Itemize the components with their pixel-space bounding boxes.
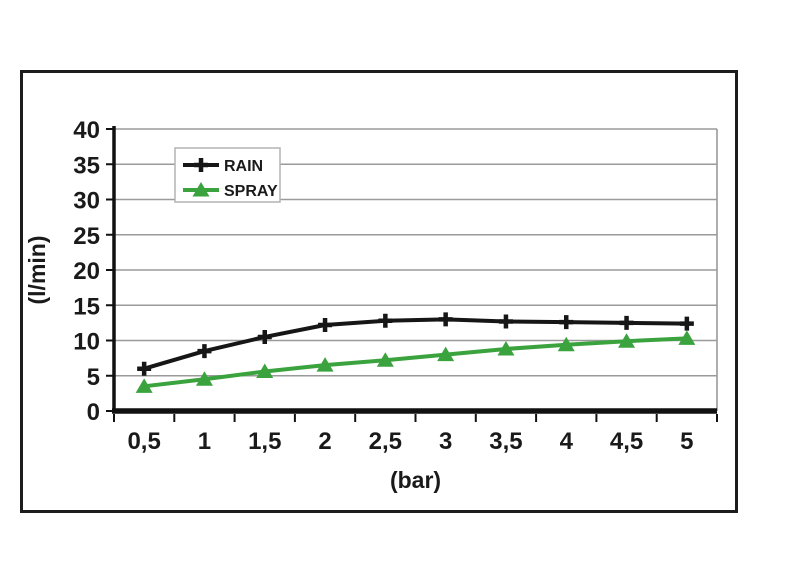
legend-marker-rain [194,158,208,172]
rain-series-line [143,317,687,371]
y-tick-label: 10 [73,329,100,356]
legend-box [174,147,281,203]
legend-label-spray: SPRAY [224,183,278,200]
spray-marker [195,371,213,386]
legend-label-rain: RAIN [224,158,263,175]
spray-marker [678,330,696,345]
spray-marker [557,336,575,352]
spray-marker [135,378,153,393]
spray-marker [256,363,274,379]
y-tick-label: 40 [73,117,100,144]
spray-marker [497,340,515,356]
spray-marker [618,333,636,348]
y-tick-label: 5 [87,364,100,391]
rain-marker [378,313,393,328]
rain-marker [559,315,574,330]
x-tick-label: 0,5 [127,428,160,455]
x-tick-label: 3,5 [489,428,522,455]
rain-marker [197,344,212,359]
y-tick-label: 20 [73,258,100,285]
y-tick-label: 15 [73,293,100,320]
rain-marker [318,317,333,332]
rain-marker [498,314,513,329]
x-tick-label: 3 [439,428,452,455]
y-tick-label: 35 [73,152,100,179]
flow-rate-chart: 0 5 10 15 20 25 30 35 40 0,5 1 1,5 2 2,5 3 3,5 4 4,5 5 (bar… [24,117,718,493]
y-axis-title: (l/min) [24,236,50,305]
spray-marker [376,352,394,367]
rain-marker [137,361,152,376]
y-tick-label: 25 [73,223,100,250]
x-tick-label: 1,5 [248,428,281,455]
rain-marker [619,315,634,330]
rain-marker [438,312,453,327]
y-tick-label: 30 [73,188,100,215]
x-axis-title: (bar) [390,467,441,493]
x-tick-label: 4,5 [610,428,643,455]
x-tick-label: 2 [318,428,331,455]
spray-marker [437,346,455,362]
legend-marker-spray [192,182,210,197]
x-tick-label: 2,5 [369,428,402,455]
rain-marker [679,316,694,331]
x-tick-label: 4 [560,428,574,455]
rain-marker [257,329,272,344]
y-tick-label: 0 [87,399,100,426]
x-tick-label: 5 [680,428,693,455]
spray-marker [316,357,334,372]
x-tick-label: 1 [198,428,211,455]
figure-frame: 0 5 10 15 20 25 30 35 40 0,5 1 1,5 2 2,5 3 3,5 4 4,5 5 (bar… [20,70,738,513]
spray-series-line [143,336,687,389]
